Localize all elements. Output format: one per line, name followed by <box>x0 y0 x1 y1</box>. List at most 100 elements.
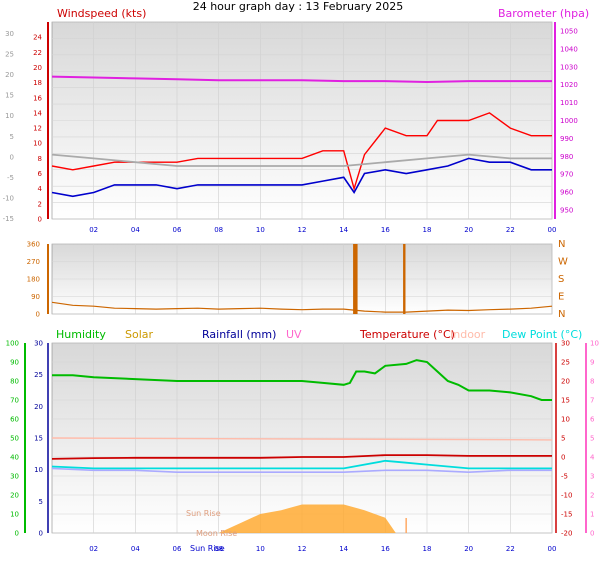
humidity-tick-label: 100 <box>6 340 19 348</box>
humidity-tick-label: 80 <box>10 378 19 386</box>
legend-solar: Solar <box>125 328 154 341</box>
barometer-tick-label: 960 <box>560 189 573 197</box>
barometer-tick-label: 1030 <box>560 63 578 71</box>
x-tick-label: 22 <box>506 226 515 234</box>
direction-tick-label: 180 <box>27 276 40 284</box>
uv-tick-label: 2 <box>590 492 594 500</box>
uv-tick-label: 0 <box>590 530 594 538</box>
uv-tick-label: 6 <box>590 416 595 424</box>
x-tick-label: 12 <box>298 226 307 234</box>
humidity-tick-label: 40 <box>10 454 19 462</box>
direction-tick-label: 360 <box>27 241 40 249</box>
humidity-tick-label: 70 <box>10 397 19 405</box>
sunrise-label: Sun Rise <box>190 544 225 553</box>
x-tick-label: 20 <box>464 226 473 234</box>
compass-label: E <box>558 292 564 303</box>
uv-tick-label: 10 <box>590 340 599 348</box>
temperature-legend: Humidity Solar Rainfall (mm) UV Temperat… <box>56 328 582 341</box>
barometer-tick-label: 1010 <box>560 99 578 107</box>
humidity-tick-label: 60 <box>10 416 19 424</box>
x-tick-label: 10 <box>256 226 265 234</box>
dewpoint-line <box>51 459 552 470</box>
rainfall-tick-label: 15 <box>34 435 43 443</box>
temperature-tick-label: -5 <box>561 473 568 481</box>
humidity-tick-label: 20 <box>10 492 19 500</box>
x-tick-label: 10 <box>256 545 265 553</box>
uv-tick-label: 4 <box>590 454 595 462</box>
compass-label: W <box>558 257 568 268</box>
rainfall-tick-label: 5 <box>39 498 43 506</box>
wind-alt-tick-label: 10 <box>5 112 14 120</box>
wind-tick-label: 2 <box>38 200 42 208</box>
average-line <box>51 153 552 167</box>
temperature-tick-label: 5 <box>561 435 565 443</box>
x-tick-label: 08 <box>214 545 223 553</box>
humidity-tick-label: 90 <box>10 359 19 367</box>
direction-tick-label: 270 <box>27 258 40 266</box>
wind-tick-label: 0 <box>38 216 42 224</box>
temperature-tick-label: 25 <box>561 359 570 367</box>
x-tick-label: 20 <box>464 545 473 553</box>
wind-tick-label: 18 <box>33 79 42 87</box>
temperature-tick-label: 20 <box>561 378 570 386</box>
wind-tick-label: 12 <box>33 125 42 133</box>
compass-label: N <box>558 309 565 320</box>
wind-alt-tick-label: 25 <box>5 51 14 59</box>
x-tick-label: 18 <box>423 545 432 553</box>
barometer-tick-label: 1000 <box>560 117 578 125</box>
legend-humidity: Humidity <box>56 328 106 341</box>
wind-tick-label: 6 <box>38 170 43 178</box>
direction-spike <box>403 244 406 314</box>
temperature-tick-label: 0 <box>561 454 565 462</box>
x-tick-label: 02 <box>89 226 98 234</box>
wind-tick-label: 24 <box>33 34 42 42</box>
barometer-line <box>51 75 552 84</box>
x-tick-label: 14 <box>339 226 348 234</box>
uv-tick-label: 8 <box>590 378 594 386</box>
barometer-tick-label: 1040 <box>560 45 578 53</box>
moonrise-annotation: Moon Rise <box>196 529 237 538</box>
x-tick-label: 14 <box>339 545 348 553</box>
temperature-tick-label: 15 <box>561 397 570 405</box>
direction-spike <box>353 244 356 314</box>
barometer-tick-label: 970 <box>560 171 573 179</box>
humidity-tick-label: 0 <box>15 530 19 538</box>
legend-temperature: Temperature (°C) <box>359 328 455 341</box>
wind-alt-tick-label: -10 <box>3 194 14 202</box>
legend-rainfall: Rainfall (mm) <box>202 328 276 341</box>
uv-line <box>51 467 552 474</box>
wind-tick-label: 8 <box>38 155 42 163</box>
barometer-axis-label: Barometer (hpa) <box>498 7 589 20</box>
wind-alt-tick-label: 0 <box>10 153 14 161</box>
wind-line <box>51 157 552 198</box>
wind-alt-tick-label: -5 <box>7 174 14 182</box>
x-tick-label: 04 <box>131 226 140 234</box>
compass-label: N <box>558 239 565 250</box>
direction-line <box>51 301 553 313</box>
uv-tick-label: 7 <box>590 397 594 405</box>
x-tick-label: 00 <box>548 226 557 234</box>
rainfall-tick-label: 0 <box>39 530 43 538</box>
wind-tick-label: 10 <box>33 140 42 148</box>
x-tick-label: 12 <box>298 545 307 553</box>
legend-dewpoint: Dew Point (°C) <box>502 328 582 341</box>
uv-tick-label: 1 <box>590 511 594 519</box>
x-tick-label: 16 <box>381 226 390 234</box>
sunrise-annotation: Sun Rise <box>186 509 221 518</box>
solar-area <box>218 504 396 533</box>
x-tick-label: 00 <box>548 545 557 553</box>
x-tick-label: 08 <box>214 226 223 234</box>
wind-alt-tick-label: 30 <box>5 30 14 38</box>
rainfall-tick-label: 25 <box>34 371 43 379</box>
temperature-tick-label: -15 <box>561 511 572 519</box>
windspeed-axis-label: Windspeed (kts) <box>57 7 146 20</box>
uv-tick-label: 9 <box>590 359 594 367</box>
barometer-tick-label: 990 <box>560 135 573 143</box>
x-tick-label: 02 <box>89 545 98 553</box>
x-tick-label: 06 <box>173 226 182 234</box>
x-tick-label: 18 <box>423 226 432 234</box>
temperature-tick-label: -10 <box>561 492 572 500</box>
humidity-line <box>52 359 552 401</box>
uv-tick-label: 5 <box>590 435 594 443</box>
